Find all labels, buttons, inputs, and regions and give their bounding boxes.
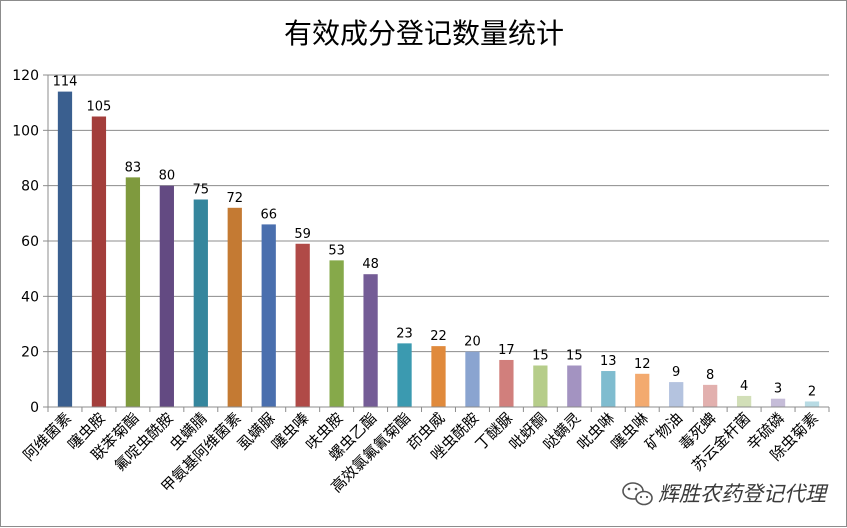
y-tick-label: 40 — [21, 289, 39, 305]
watermark: 辉胜农药登记代理 — [622, 482, 829, 506]
bar — [601, 371, 616, 407]
bar — [499, 359, 514, 407]
y-tick-label: 0 — [30, 400, 39, 416]
bar — [770, 398, 786, 407]
y-tick-label: 20 — [21, 345, 39, 361]
data-label: 83 — [125, 160, 142, 175]
data-label: 3 — [774, 382, 782, 397]
y-tick-label: 100 — [12, 123, 39, 139]
y-tick-label: 60 — [21, 234, 39, 250]
bar — [57, 91, 73, 407]
data-label: 66 — [260, 207, 277, 222]
x-tick-label: 哒螨灵 — [540, 409, 585, 454]
y-axis: 0 20 40 60 80 100 120 — [12, 68, 49, 416]
bar — [91, 116, 107, 407]
x-tick-label: 吡虫啉 — [574, 409, 619, 454]
y-tick-label: 80 — [21, 179, 39, 195]
bar — [193, 199, 208, 407]
bar — [703, 384, 718, 407]
y-tick-label: 120 — [12, 68, 39, 84]
watermark-text: 辉胜农药登记代理 — [658, 482, 829, 506]
bar — [635, 373, 650, 407]
data-label: 80 — [159, 169, 176, 184]
wechat-icon — [622, 482, 653, 506]
data-label: 17 — [498, 343, 515, 358]
data-label: 15 — [532, 349, 549, 364]
bar — [804, 401, 820, 407]
data-label: 114 — [53, 75, 78, 90]
data-label: 12 — [634, 357, 651, 372]
data-label: 13 — [600, 354, 617, 369]
data-label: 2 — [808, 384, 816, 399]
bar — [261, 224, 276, 407]
bar — [329, 260, 344, 407]
data-label: 59 — [294, 227, 311, 242]
data-label: 105 — [87, 100, 112, 115]
data-label: 20 — [464, 335, 481, 350]
chart-title: 有效成分登记数量统计 — [284, 17, 564, 50]
bar — [465, 351, 480, 407]
x-tick-label: 矿物油 — [641, 409, 686, 454]
data-label: 22 — [430, 329, 447, 344]
bars — [57, 91, 820, 407]
data-label: 4 — [740, 379, 748, 394]
bar — [295, 243, 310, 407]
data-label: 72 — [226, 191, 243, 206]
x-tick-label: 噻虫啉 — [608, 409, 653, 454]
data-label: 15 — [566, 349, 583, 364]
gridlines — [48, 74, 829, 353]
bar — [431, 346, 446, 407]
bar — [669, 382, 684, 407]
data-label: 8 — [706, 368, 714, 383]
x-tick-label: 阿维菌素 — [20, 409, 75, 464]
x-tick-label: 吡蚜酮 — [506, 409, 551, 454]
data-label: 53 — [328, 243, 345, 258]
data-label: 75 — [193, 183, 210, 198]
data-label: 48 — [362, 257, 379, 272]
data-label: 9 — [672, 365, 680, 380]
bar — [363, 274, 378, 407]
bar — [125, 177, 141, 407]
x-tick-label: 丁醚脲 — [472, 409, 517, 454]
bar — [227, 207, 242, 407]
bar — [159, 185, 174, 407]
data-label: 23 — [396, 326, 413, 341]
bar — [533, 365, 548, 407]
bar — [397, 343, 412, 407]
x-tick-label: 虱螨脲 — [234, 409, 279, 454]
bar — [567, 365, 582, 407]
bar — [736, 395, 752, 407]
x-tick-label: 噻虫嗪 — [268, 409, 313, 454]
